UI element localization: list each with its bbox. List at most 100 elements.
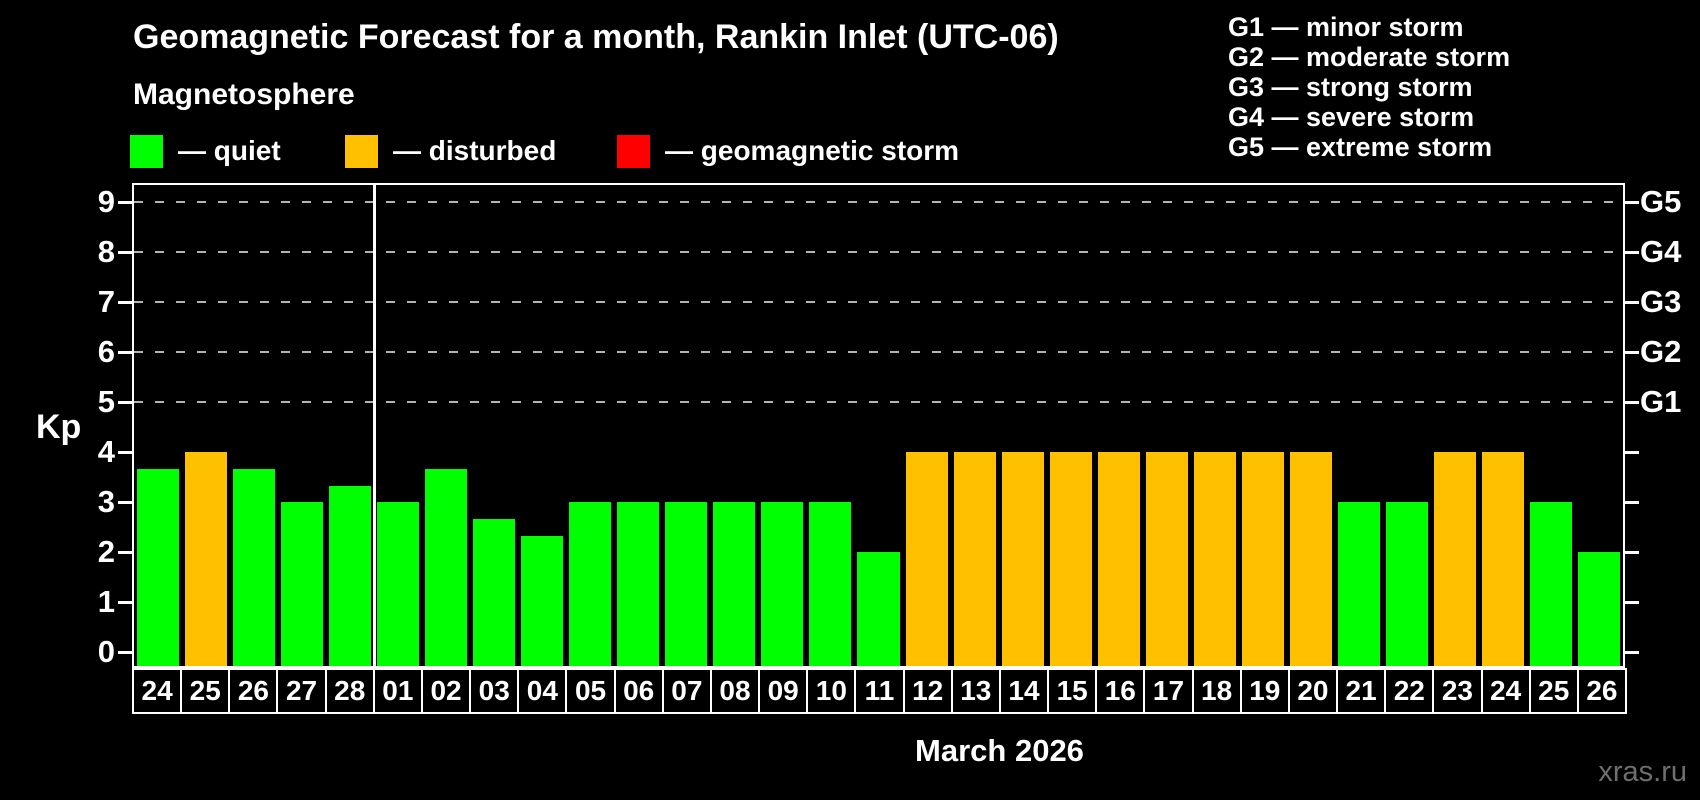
kp-bar-01 (377, 502, 420, 666)
y-tick-label-9: 9 (97, 184, 115, 219)
kp-bar-22 (1385, 502, 1428, 666)
day-label-mar-25: 25 (1528, 668, 1579, 714)
month-divider-line (372, 185, 376, 666)
disturbed-color-swatch (345, 134, 378, 168)
day-label-mar-04: 04 (517, 668, 568, 714)
kp-bar-15 (1049, 452, 1092, 666)
right-tick-2 (1625, 551, 1639, 554)
right-axis-label-g5: G5 (1640, 184, 1682, 219)
day-label-mar-26: 26 (1576, 668, 1627, 714)
legend-item-disturbed: — disturbed (345, 133, 556, 169)
kp-bar-21 (1337, 502, 1380, 666)
left-tick-6 (118, 351, 132, 354)
left-tick-8 (118, 251, 132, 254)
y-tick-label-8: 8 (97, 234, 115, 269)
kp-bar-16 (1097, 452, 1140, 666)
day-label-mar-10: 10 (806, 668, 857, 714)
kp-bar-24 (137, 468, 180, 666)
kp-bar-20 (1289, 452, 1332, 666)
day-label-mar-24: 24 (1480, 668, 1531, 714)
x-axis-label: March 2026 (915, 733, 1084, 768)
day-label-mar-14: 14 (998, 668, 1050, 714)
watermark: xras.ru (1598, 756, 1687, 788)
day-label-feb-26: 26 (228, 668, 279, 714)
day-label-mar-03: 03 (469, 668, 520, 714)
legend-item-storm: — geomagnetic storm (617, 133, 959, 169)
gridline-kp6 (134, 351, 1623, 353)
storm-scale-g1: G1 — minor storm (1228, 12, 1464, 42)
gridline-kp9 (134, 201, 1623, 203)
right-tick-5 (1625, 401, 1639, 404)
chart-title: Geomagnetic Forecast for a month, Rankin… (133, 18, 1059, 56)
day-label-mar-11: 11 (854, 668, 905, 714)
right-tick-1 (1625, 601, 1639, 604)
day-label-mar-20: 20 (1287, 668, 1339, 714)
storm-scale-legend: G1 — minor storm G2 — moderate storm G3 … (1228, 12, 1510, 162)
left-tick-3 (118, 501, 132, 504)
kp-bar-24 (1481, 452, 1524, 666)
storm-scale-g3: G3 — strong storm (1228, 72, 1473, 102)
y-tick-label-0: 0 (97, 634, 115, 669)
storm-scale-g4: G4 — severe storm (1228, 102, 1475, 132)
y-tick-label-6: 6 (97, 334, 115, 369)
day-label-mar-23: 23 (1432, 668, 1483, 714)
kp-bar-03 (473, 518, 516, 666)
y-tick-label-3: 3 (97, 484, 115, 519)
kp-bar-12 (905, 452, 948, 666)
kp-bar-25 (1529, 502, 1572, 666)
day-label-feb-24: 24 (132, 668, 183, 714)
legend-label-disturbed: — disturbed (393, 135, 557, 166)
kp-bar-25 (185, 452, 228, 666)
right-tick-9 (1625, 201, 1639, 204)
right-tick-7 (1625, 301, 1639, 304)
kp-bar-09 (761, 502, 804, 666)
day-label-mar-01: 01 (372, 668, 423, 714)
storm-scale-g5: G5 — extreme storm (1228, 132, 1493, 162)
kp-bar-26 (233, 468, 276, 666)
y-tick-label-5: 5 (97, 384, 115, 419)
y-tick-label-2: 2 (97, 534, 115, 569)
day-label-mar-17: 17 (1143, 668, 1194, 714)
day-label-mar-09: 09 (758, 668, 809, 714)
right-tick-4 (1625, 451, 1639, 454)
day-label-mar-05: 05 (565, 668, 616, 714)
kp-bar-13 (953, 452, 996, 666)
legend-item-quiet: — quiet (130, 133, 281, 169)
kp-bar-26 (1577, 552, 1620, 666)
right-axis-label-g2: G2 (1640, 334, 1682, 369)
legend-label-quiet: — quiet (178, 135, 281, 166)
kp-bar-10 (809, 502, 852, 666)
chart-subtitle: Magnetosphere (133, 78, 355, 111)
right-axis-label-g4: G4 (1640, 234, 1682, 269)
legend-label-storm: — geomagnetic storm (665, 135, 960, 166)
quiet-color-swatch (130, 134, 163, 168)
left-tick-2 (118, 551, 132, 554)
right-axis-label-g3: G3 (1640, 284, 1682, 319)
kp-bar-08 (713, 502, 756, 666)
day-label-mar-12: 12 (902, 668, 953, 714)
day-label-mar-19: 19 (1239, 668, 1290, 714)
day-label-feb-25: 25 (180, 668, 231, 714)
y-tick-label-7: 7 (97, 284, 115, 319)
day-label-mar-15: 15 (1047, 668, 1098, 714)
kp-bar-18 (1193, 452, 1236, 666)
day-label-mar-07: 07 (661, 668, 712, 714)
storm-scale-g2: G2 — moderate storm (1228, 42, 1511, 72)
y-tick-label-4: 4 (97, 434, 115, 469)
day-label-mar-13: 13 (950, 668, 1001, 714)
left-tick-1 (118, 601, 132, 604)
gridline-kp5 (134, 401, 1623, 403)
gridline-kp8 (134, 251, 1623, 253)
kp-bar-14 (1001, 452, 1044, 666)
left-tick-4 (118, 451, 132, 454)
kp-bar-17 (1145, 452, 1188, 666)
left-tick-9 (118, 201, 132, 204)
y-axis-label: Kp (36, 408, 82, 446)
kp-bar-04 (521, 535, 564, 666)
right-tick-0 (1625, 651, 1639, 654)
kp-bar-06 (617, 502, 660, 666)
day-label-feb-28: 28 (324, 668, 375, 714)
gridline-kp7 (134, 301, 1623, 303)
right-tick-6 (1625, 351, 1639, 354)
